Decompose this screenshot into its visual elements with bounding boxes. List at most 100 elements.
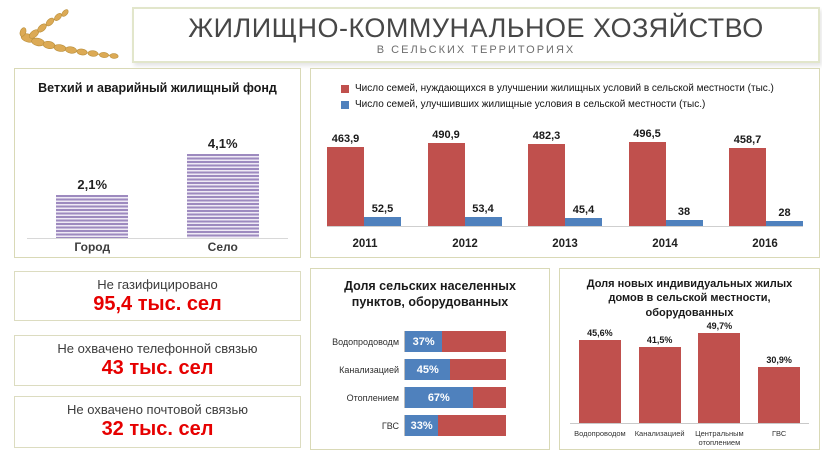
stat-value: 95,4 тыс. сел	[93, 293, 222, 315]
bar-value-label: 458,7	[733, 134, 762, 146]
panel-housing-fund: Ветхий и аварийный жилищный фонд 2,1% 4,1…	[14, 68, 301, 258]
settlements-chart: Водопродоводм 37% Канализацией 45% Отопление…	[319, 331, 506, 443]
hbar-track: 37%	[404, 331, 506, 352]
bar-group: 463,9 52,5	[327, 133, 401, 226]
hbar-red-segment	[442, 331, 506, 352]
hbar-blue-segment: 37%	[405, 331, 443, 352]
hbar-row: Водопродоводм 37%	[319, 331, 506, 352]
bar	[464, 216, 502, 226]
bar-column: 463,9	[327, 133, 364, 226]
bar-value-label: 30,9%	[766, 355, 792, 365]
panel-new-houses: Доля новых индивидуальных жилых домов в …	[559, 268, 820, 450]
legend-item-needing: Число семей, нуждающихся в улучшении жил…	[341, 83, 774, 94]
legend-swatch-improved	[341, 100, 349, 109]
bar-value-label: 41,5%	[646, 335, 673, 345]
bar-column: 30,9%	[758, 355, 801, 423]
bar	[528, 144, 565, 226]
families-year-axis: 2011 2012 2013 2014 2016	[327, 238, 803, 250]
legend-item-improved: Число семей, улучшивших жилищные условия…	[341, 99, 774, 110]
bar-column: 41,5%	[638, 335, 681, 423]
bar-value-label: 4,1%	[207, 136, 238, 151]
bar-column: 496,5	[628, 127, 666, 226]
hbar-category-label: ГВС	[381, 420, 399, 431]
bar-value-label: 45,6%	[587, 328, 613, 338]
bar-value-label: 52,5	[371, 203, 394, 216]
header-box: ЖИЛИЩНО-КОММУНАЛЬНОЕ ХОЗЯЙСТВО В СЕЛЬСКИ…	[132, 7, 820, 63]
category-label: Село	[207, 240, 238, 254]
bar-value-label: 28	[778, 207, 791, 220]
category-label: ГВС	[772, 429, 787, 438]
hbar-percent-label: 45%	[416, 363, 439, 376]
hbar-category-label: Водопродоводм	[332, 336, 399, 347]
wheat-icon	[19, 9, 119, 59]
bar-value-label: 463,9	[331, 133, 360, 146]
axis-year-label: 2014	[652, 238, 678, 250]
bar-group: 490,9 53,4	[427, 128, 502, 226]
bar-value-label: 53,4	[472, 202, 494, 215]
bar-column: 490,9	[427, 128, 465, 226]
category-label: Центральным отоплением	[695, 429, 744, 447]
bar	[427, 142, 465, 226]
stat-value: 32 тыс. сел	[101, 418, 214, 440]
stat-label: Не охвачено почтовой связью	[67, 402, 248, 417]
stat-label: Не газифицировано	[97, 277, 218, 292]
families-chart: 463,9 52,5 490,9 53,4 482,3 45,4 496,5 38 458,7 2…	[327, 128, 803, 227]
bar-column: 49,7%	[698, 321, 741, 423]
hbar-percent-label: 67%	[427, 391, 450, 404]
bar	[565, 218, 602, 226]
stat-box-phone: Не охвачено телефонной связью 43 тыс. се…	[14, 335, 301, 386]
axis-year-label: 2012	[452, 238, 478, 250]
bar-column: 45,4	[565, 204, 602, 226]
new-houses-categories: Водопроводом Канализацией Центральным отоп…	[570, 429, 809, 447]
housing-fund-chart: 2,1% 4,1%	[27, 106, 288, 239]
bar-value-label: 38	[677, 205, 691, 218]
axis-year-label: 2016	[752, 238, 778, 250]
hbar-blue-segment: 45%	[405, 359, 451, 380]
panel-families: Число семей, нуждающихся в улучшении жил…	[310, 68, 820, 258]
panel-settlements: Доля сельских населенных пунктов, оборуд…	[310, 268, 550, 450]
legend-swatch-needing	[341, 84, 349, 93]
axis-year-label: 2011	[352, 238, 378, 250]
hbar-blue-segment: 33%	[405, 415, 439, 436]
bar-column: 4,1%	[186, 136, 259, 238]
hbar-red-segment	[450, 359, 506, 380]
bar-group: 496,5 38	[628, 127, 703, 226]
housing-fund-title: Ветхий и аварийный жилищный фонд	[38, 81, 277, 95]
bar	[665, 219, 703, 226]
bar	[766, 221, 803, 226]
new-houses-title: Доля новых индивидуальных жилых домов в …	[586, 278, 793, 319]
housing-fund-categories: Город Село	[27, 240, 288, 257]
bar	[578, 340, 621, 423]
page-title: ЖИЛИЩНО-КОММУНАЛЬНОЕ ХОЗЯЙСТВО	[188, 13, 764, 44]
hbar-category-label: Канализацией	[339, 364, 399, 375]
bar-column: 38	[665, 205, 703, 226]
stat-value: 43 тыс. сел	[101, 357, 214, 379]
bar	[729, 148, 766, 226]
hbar-blue-segment: 67%	[405, 387, 473, 408]
stat-box-post: Не охвачено почтовой связью 32 тыс. сел	[14, 396, 301, 448]
new-houses-chart: 45,6% 41,5% 49,7% 30,9%	[570, 321, 809, 424]
settlements-title: Доля сельских населенных пунктов, оборуд…	[344, 279, 516, 309]
legend-label-needing: Число семей, нуждающихся в улучшении жил…	[355, 83, 774, 94]
bar-column: 28	[766, 207, 803, 226]
bar-group: 482,3 45,4	[528, 130, 602, 226]
bar-column: 52,5	[364, 203, 401, 226]
bar	[327, 147, 364, 226]
striped-bar	[186, 154, 259, 238]
bar	[698, 333, 741, 423]
legend-label-improved: Число семей, улучшивших жилищные условия…	[355, 99, 706, 110]
families-legend: Число семей, нуждающихся в улучшении жил…	[341, 78, 774, 115]
category-label: Канализацией	[634, 429, 685, 438]
bar-column: 45,6%	[578, 328, 621, 423]
bar	[364, 217, 401, 226]
stat-label: Не охвачено телефонной связью	[57, 341, 258, 356]
hbar-category-label: Отоплением	[346, 392, 399, 403]
bar-value-label: 496,5	[633, 127, 661, 140]
bar-group: 458,7 28	[729, 134, 803, 226]
axis-year-label: 2013	[552, 238, 578, 250]
bar-value-label: 490,9	[432, 128, 460, 141]
category-label: Город	[74, 240, 111, 254]
bar	[638, 347, 681, 423]
bar-value-label: 2,1%	[77, 177, 108, 192]
